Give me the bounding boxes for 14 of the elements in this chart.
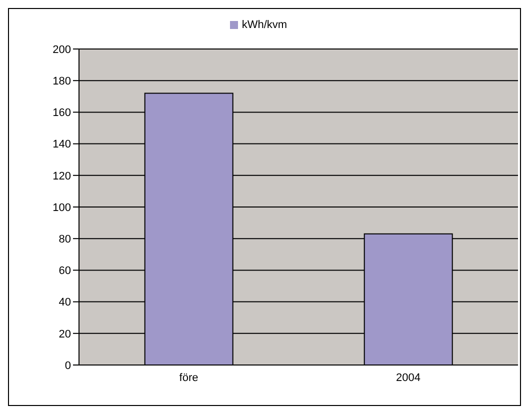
y-tick-label: 200 — [52, 44, 71, 56]
x-tick-label: 2004 — [396, 372, 420, 384]
y-tick-label: 40 — [58, 296, 71, 309]
y-tick-label: 180 — [52, 76, 71, 88]
x-tick-label: före — [179, 372, 198, 384]
legend-label: kWh/kvm — [242, 19, 288, 31]
y-tick-label: 20 — [58, 328, 71, 340]
y-tick-label: 120 — [52, 170, 71, 182]
y-tick-label: 140 — [52, 138, 71, 151]
y-tick-label: 80 — [58, 234, 71, 246]
y-tick-label: 0 — [64, 360, 71, 372]
y-tick-label: 60 — [58, 265, 71, 278]
y-tick-label: 100 — [52, 202, 71, 214]
y-tick-label: 160 — [52, 107, 71, 120]
